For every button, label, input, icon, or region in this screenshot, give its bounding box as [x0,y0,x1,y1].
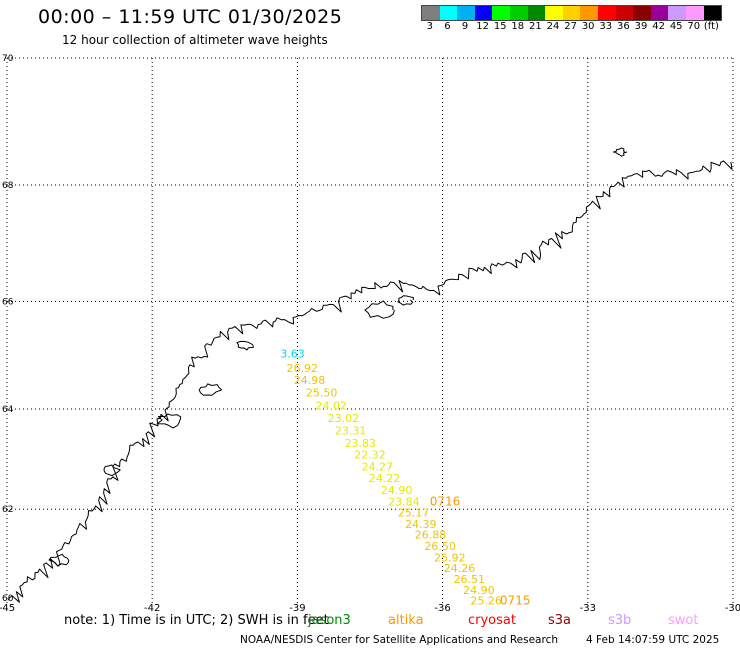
legend-labels: 3 6 9 12 15 18 21 24 27 30 33 36 39 42 45 70 (ft) [421,21,740,33]
legend-swatch [422,6,440,20]
pass-time-label: 0716 [430,494,461,508]
legend-swatch [492,6,510,20]
legend-swatch [509,6,528,20]
legend-swatch [474,6,493,20]
legend-bin-label: 3 [426,21,433,32]
legend-bin-label: 18 [511,21,525,32]
coastline-island [364,300,395,319]
coastline-path [7,160,733,603]
wave-height-observations: 3.6326.9224.9825.5024.0223.0223.3123.832… [280,348,530,608]
map-grid [6,57,734,603]
wave-height-value: 22.32 [354,448,386,461]
longitude-tick-label: -33 [580,603,596,612]
legend-bin-label: 42 [652,21,665,32]
map-tick-labels: -45 -42 -39 -36 -33 -30 62 64 66 68 70 60 [0,54,740,612]
wave-height-value: 23.83 [345,437,377,450]
legend-swatch [633,6,651,20]
longitude-tick-label: -45 [0,603,15,612]
satellite-cryosat: cryosat [468,613,516,628]
legend-swatch [615,6,634,20]
latitude-tick-label: 68 [2,181,14,191]
satellite-swot: swot [668,613,699,628]
legend-bin-label: 33 [599,21,613,32]
wave-height-value: 25.92 [434,551,466,564]
footer-issued-time: 4 Feb 14:07:59 UTC 2025 [586,634,720,646]
wave-height-value: 26.50 [424,540,456,553]
wave-height-value: 25.17 [398,507,430,520]
coastline-island [156,413,182,429]
legend-bin-label: 45 [669,21,683,32]
legend-swatch [685,6,704,20]
satellite-jason3: jason3 [308,613,351,628]
legend-bin-label: 15 [493,21,507,32]
legend-unit-label: (ft) [703,21,719,32]
wave-height-value: 25.26 [470,595,502,608]
wave-height-value: 23.31 [335,425,367,438]
satellite-s3b: s3b [608,613,632,628]
satellite-altika: altika [388,613,424,628]
wave-height-value: 23.84 [388,495,420,508]
wave-height-value: 24.22 [369,472,401,485]
wave-height-value: 3.63 [280,348,305,361]
coastline-island [198,383,223,396]
legend-swatch [597,6,616,20]
latitude-tick-label: 70 [2,54,14,64]
latitude-tick-label: 64 [2,405,14,415]
legend-swatch [580,6,598,20]
wave-height-value: 23.02 [328,412,360,425]
legend-swatch [668,6,686,20]
wave-height-value: 26.92 [286,362,318,375]
legend-swatch [527,6,546,20]
pass-time-label: 0715 [500,594,531,608]
coastline-island [103,464,121,477]
greenland-coastline [7,147,733,603]
wave-height-value: 26.88 [415,529,447,542]
longitude-tick-label: -39 [289,603,305,612]
legend-swatch [457,6,475,20]
longitude-tick-label: -42 [144,603,160,612]
wave-height-value: 24.39 [405,518,437,531]
wave-height-value: 24.26 [444,562,476,575]
wave-height-value: 24.02 [316,399,348,412]
altimeter-map: -45 -42 -39 -36 -33 -30 62 64 66 68 70 60 3.6326.92… [0,54,740,612]
coastline-island [613,147,628,157]
wave-height-value: 24.98 [294,374,326,387]
wave-height-color-legend [421,5,723,21]
latitude-tick-label: 62 [2,505,13,515]
wave-height-value: 25.50 [306,386,338,399]
satellite-s3a: s3a [548,613,572,628]
map-subtitle: 12 hour collection of altimeter wave hei… [62,33,328,47]
coastline-island [236,340,254,351]
legend-bin-label: 30 [581,21,595,32]
legend-bin-label: 6 [444,21,451,32]
legend-bin-label: 36 [617,21,630,32]
legend-bin-label: 9 [461,21,469,32]
map-title: 00:00 – 11:59 UTC 01/30/2025 [38,6,343,28]
legend-bin-label: 24 [546,21,560,32]
legend-bin-label: 27 [564,21,577,32]
wave-height-value: 26.51 [453,573,485,586]
latitude-tick-label: 60 [2,594,14,604]
footer-note: note: 1) Time is in UTC; 2) SWH is in fe… [64,613,329,628]
longitude-tick-label: -36 [434,603,450,612]
wave-height-value: 24.90 [381,484,413,497]
legend-swatch [439,6,458,20]
legend-swatch [562,6,581,20]
longitude-tick-label: -30 [725,603,740,612]
legend-bin-label: 12 [476,21,489,32]
legend-swatch [650,6,669,20]
wave-height-value: 24.27 [362,460,394,473]
footer-credit: NOAA/NESDIS Center for Satellite Applica… [240,634,558,646]
legend-bin-label: 21 [529,21,542,32]
coastline-island [48,553,70,567]
legend-swatch [703,6,722,20]
legend-bin-label: 39 [634,21,648,32]
latitude-tick-label: 66 [2,297,14,307]
legend-swatch [545,6,563,20]
legend-bin-label: 70 [687,21,701,32]
coastline-island [397,295,414,306]
wave-height-value: 24.90 [463,584,495,597]
